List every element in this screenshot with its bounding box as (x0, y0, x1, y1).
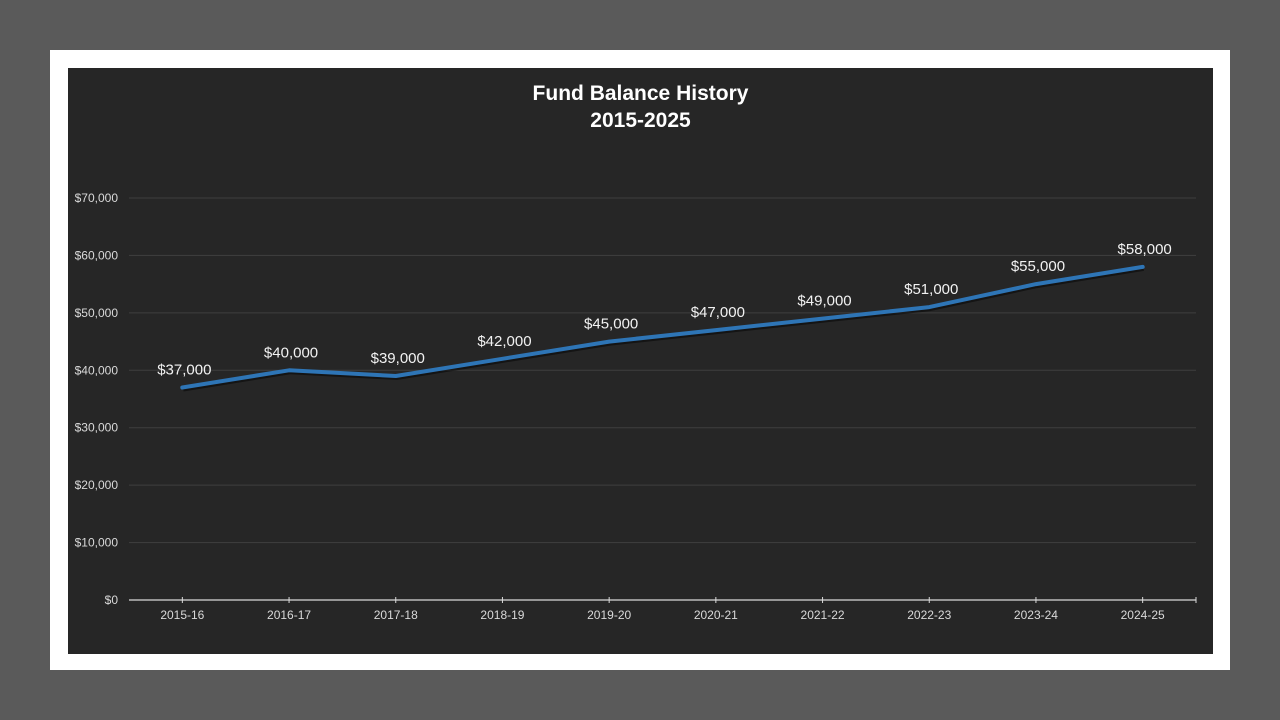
data-label: $39,000 (371, 350, 425, 367)
chart-title-line1: Fund Balance History (532, 82, 749, 105)
x-tick-label: 2016-17 (267, 608, 311, 622)
data-label: $40,000 (264, 344, 318, 361)
chart-title: Fund Balance History 2015-2025 (68, 80, 1213, 134)
y-tick-label: $0 (105, 593, 119, 607)
x-tick-label: 2015-16 (160, 608, 204, 622)
y-tick-label: $10,000 (75, 536, 119, 550)
series-line-fund-balance (180, 264, 1145, 390)
y-tick-label: $40,000 (75, 363, 119, 377)
x-tick-label: 2021-22 (801, 608, 845, 622)
data-label: $58,000 (1118, 241, 1172, 258)
y-tick-label: $50,000 (75, 306, 119, 320)
plot-area: $0 $10,000 $20,000 $30,000 $40,000 $50,000 $60… (75, 191, 1197, 622)
y-tick-label: $60,000 (75, 248, 119, 262)
y-tick-label: $20,000 (75, 478, 119, 492)
chart-area: Fund Balance History 2015-2025 $0 $10,000… (68, 68, 1213, 654)
x-tick-label: 2024-25 (1121, 608, 1165, 622)
data-label: $37,000 (157, 362, 211, 379)
data-label: $42,000 (477, 333, 531, 350)
data-label: $51,000 (904, 281, 958, 298)
data-label: $45,000 (584, 316, 638, 333)
y-tick-label: $30,000 (75, 421, 119, 435)
x-tick-label: 2019-20 (587, 608, 631, 622)
x-tick-label: 2018-19 (480, 608, 524, 622)
y-tick-label: $70,000 (75, 191, 119, 205)
x-tick-label: 2022-23 (907, 608, 951, 622)
x-tick-label: 2023-24 (1014, 608, 1058, 622)
x-tick-label: 2020-21 (694, 608, 738, 622)
chart-title-line2: 2015-2025 (590, 109, 691, 132)
data-label: $47,000 (691, 304, 745, 321)
data-label: $55,000 (1011, 258, 1065, 275)
x-tick-label: 2017-18 (374, 608, 418, 622)
data-label: $49,000 (797, 293, 851, 310)
